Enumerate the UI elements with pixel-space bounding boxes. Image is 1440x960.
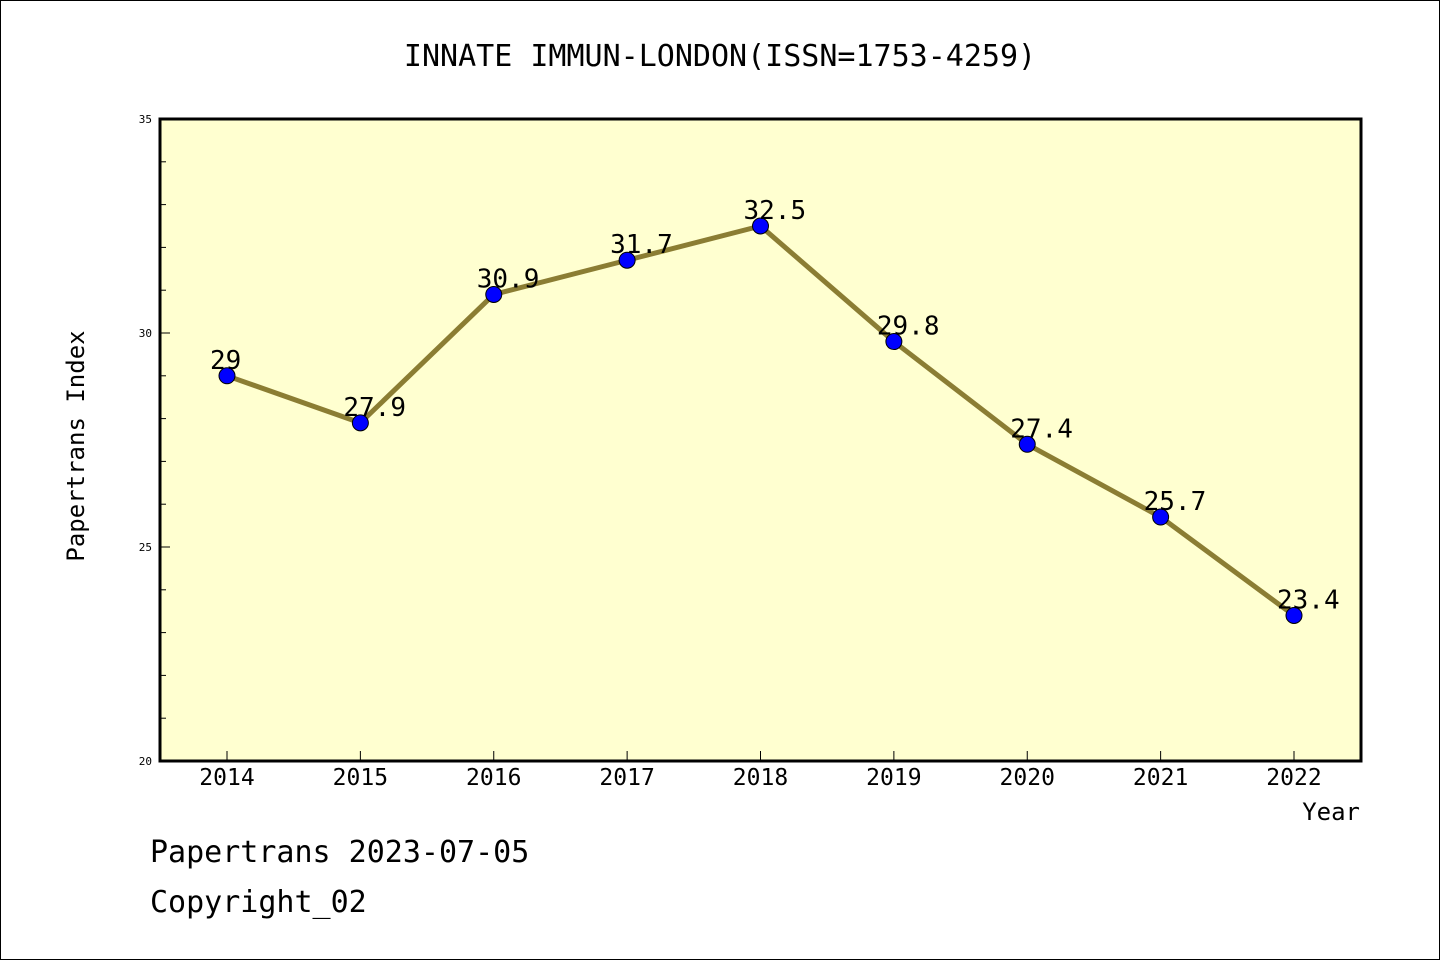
data-label: 32.5	[744, 196, 807, 226]
data-label: 29	[210, 346, 241, 376]
y-tick-label: 20	[139, 755, 152, 768]
data-label: 25.7	[1144, 487, 1207, 517]
x-tick-label: 2020	[1000, 765, 1055, 791]
data-label: 30.9	[477, 264, 540, 294]
data-label: 27.9	[343, 393, 406, 423]
x-tick-label: 2016	[466, 765, 521, 791]
data-point	[1285, 606, 1303, 624]
y-axis-label: Papertrans Index	[62, 330, 90, 561]
x-tick-label: 2022	[1266, 765, 1321, 791]
x-axis: 2014 2015 2016 2017 2018 2019 2020 2021 2022	[199, 751, 1322, 791]
x-tick-label: 2017	[599, 765, 654, 791]
y-tick-label: 30	[139, 327, 152, 340]
data-point	[218, 367, 236, 385]
y-axis: 20 25 30 35	[139, 113, 170, 768]
x-tick-label: 2015	[333, 765, 388, 791]
chart-title: INNATE IMMUN-LONDON(ISSN=1753-4259)	[404, 39, 1036, 74]
data-point	[485, 285, 503, 303]
data-point	[618, 251, 636, 269]
data-label: 27.4	[1010, 414, 1073, 444]
footer-copyright: Copyright_02	[150, 885, 367, 920]
data-label: 23.4	[1277, 585, 1340, 615]
x-tick-label: 2018	[733, 765, 788, 791]
x-axis-label: Year	[1302, 798, 1360, 826]
series-markers	[218, 217, 1303, 624]
x-tick-label: 2014	[199, 765, 254, 791]
x-tick-label: 2019	[866, 765, 921, 791]
data-label: 29.8	[877, 312, 940, 342]
data-point	[1018, 435, 1036, 453]
footer-date: Papertrans 2023-07-05	[150, 835, 530, 870]
x-tick-label: 2021	[1133, 765, 1188, 791]
y-tick-label: 35	[139, 113, 152, 126]
data-point	[351, 414, 369, 432]
y-tick-label: 25	[139, 541, 152, 554]
data-point	[752, 217, 769, 235]
data-label: 31.7	[610, 230, 673, 260]
data-point	[1152, 508, 1170, 526]
data-labels: 29 27.9 30.9 31.7 32.5 29.8 27.4 25.7 23.4	[210, 196, 1340, 615]
data-point	[885, 333, 903, 351]
